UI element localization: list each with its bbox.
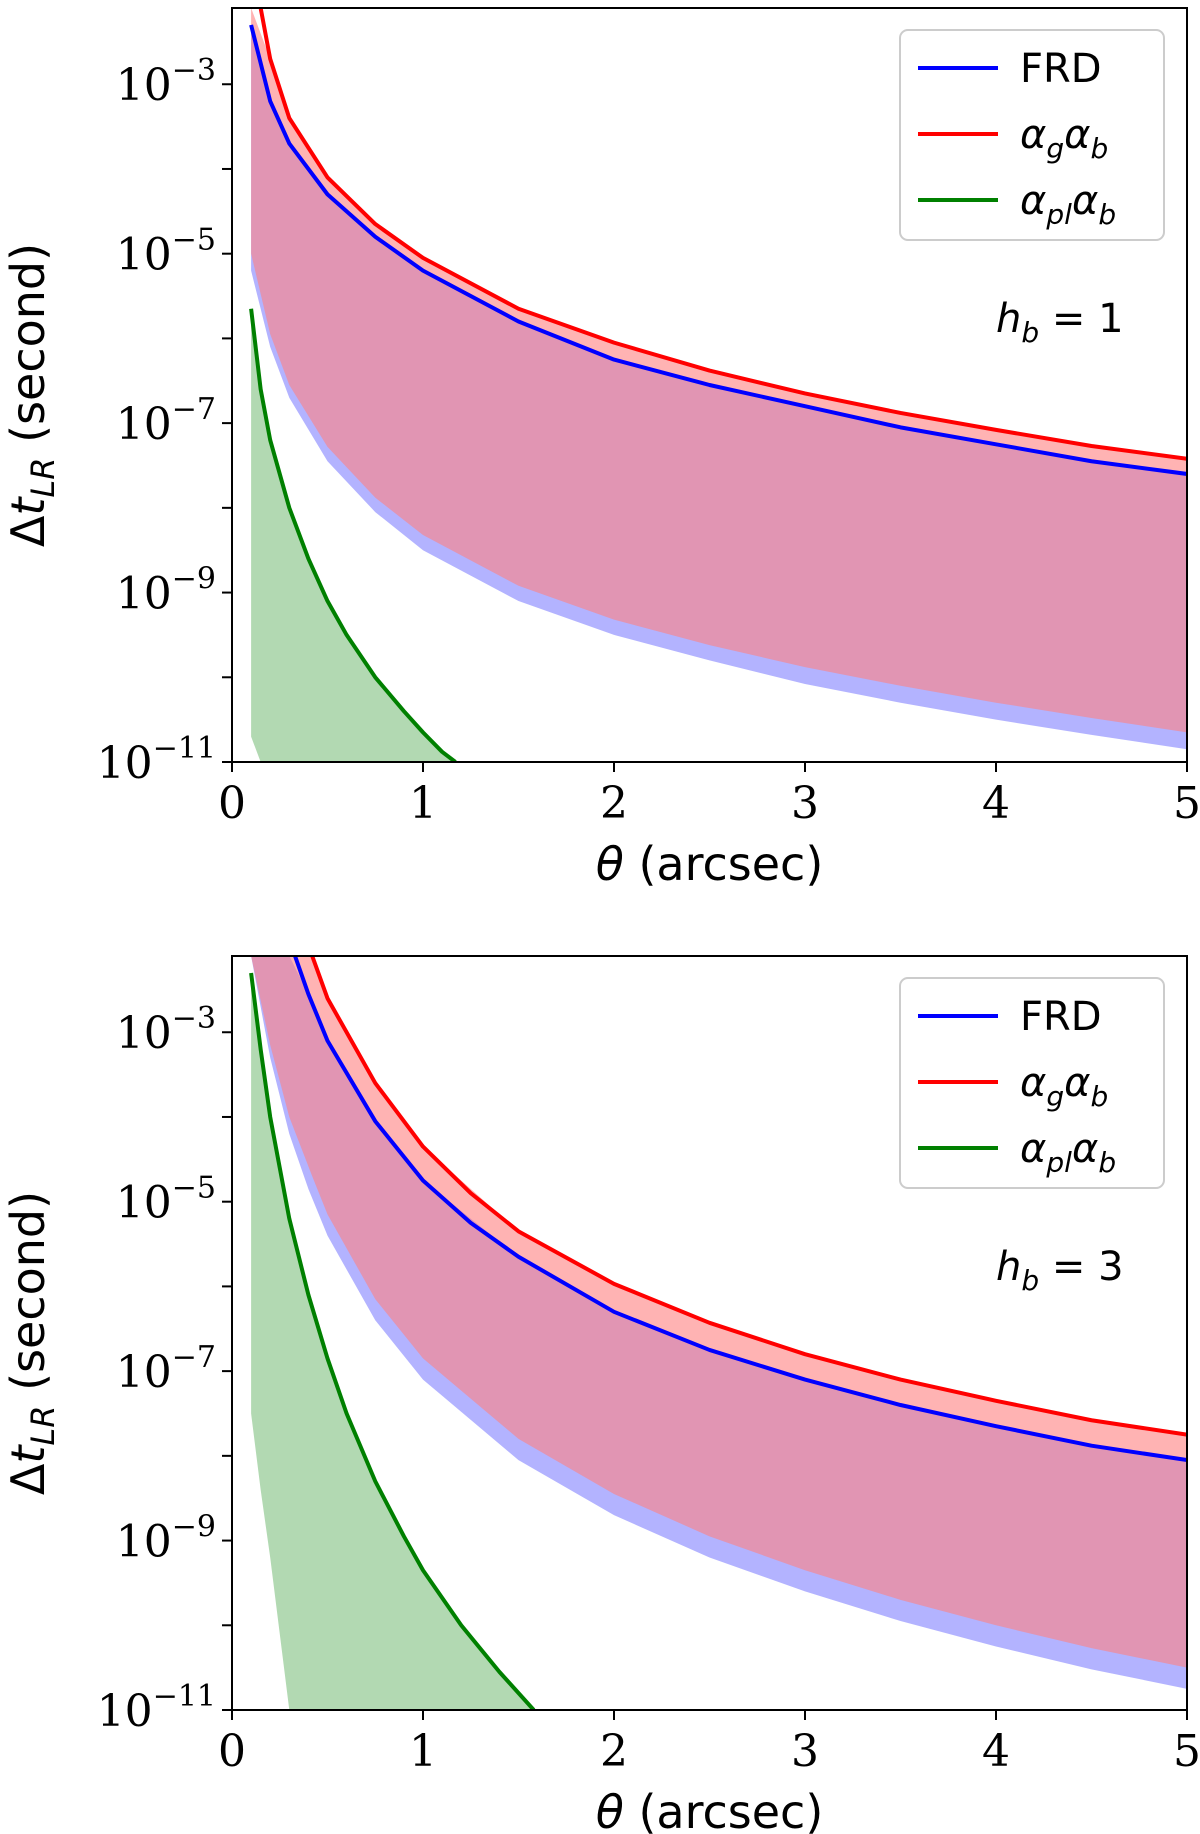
y-tick-label: 10−9 — [116, 1510, 216, 1568]
y-tick-label: 10−3 — [116, 53, 216, 111]
legend-label-plb: αplαb — [1020, 178, 1116, 231]
chart-panel-1: 0 1 2 3 4 5 10−3 10−5 10−7 10−9 10−11 θ (arcsec) ΔtL… — [1, 7, 1200, 891]
axes-frame — [231, 7, 1188, 763]
x-tick-label: 2 — [600, 1726, 628, 1777]
band-3 — [251, 972, 534, 1710]
legend-box — [899, 977, 1165, 1189]
axes-frame — [231, 955, 1188, 1711]
x-tick-label: 2 — [600, 778, 628, 829]
series-line-2 — [310, 956, 1187, 1437]
y-tick-label: 10−9 — [116, 562, 216, 620]
series-line-1 — [293, 956, 1187, 1463]
annotation: hb = 3 — [996, 1244, 1124, 1297]
x-tick-label: 3 — [791, 778, 819, 829]
chart-panel-2: 0 1 2 3 4 5 10−3 10−5 10−7 10−9 10−11 θ (arcsec) ΔtL… — [1, 955, 1200, 1834]
series-line-3 — [249, 308, 457, 762]
x-axis-title: θ (arcsec) — [596, 837, 824, 891]
legend: FRD αgαb αplαb — [899, 977, 1165, 1189]
y-tick-label: 10−7 — [116, 392, 216, 450]
y-tick-label: 10−11 — [97, 1679, 216, 1737]
legend-label-gb: αgαb — [1020, 1060, 1108, 1113]
x-tick-label: 0 — [218, 778, 246, 829]
y-tick-label: 10−11 — [97, 731, 216, 789]
x-tick-label: 0 — [218, 1726, 246, 1777]
y-tick-label: 10−5 — [116, 223, 216, 281]
series-line-2 — [258, 8, 1187, 461]
y-tick-label: 10−7 — [116, 1340, 216, 1398]
y-axis-title: ΔtLR (second) — [1, 1191, 62, 1495]
x-tick-label: 5 — [1173, 1726, 1200, 1777]
y-axis-title: ΔtLR (second) — [1, 243, 62, 547]
plot-area — [249, 8, 1187, 762]
y-tick-label: 10−5 — [116, 1171, 216, 1229]
x-tick-label: 5 — [1173, 778, 1200, 829]
annotation: hb = 1 — [996, 296, 1124, 349]
legend-box — [899, 29, 1165, 241]
series-line-1 — [249, 24, 1187, 476]
x-tick-label: 1 — [409, 778, 437, 829]
legend: FRD αgαb αplαb — [899, 29, 1165, 241]
series-line-3 — [249, 972, 536, 1710]
band-2 — [251, 8, 1187, 733]
x-tick-label: 1 — [409, 1726, 437, 1777]
x-tick-label: 4 — [982, 778, 1010, 829]
legend-label-frd: FRD — [1020, 46, 1102, 92]
band-3 — [251, 308, 456, 762]
x-tick-label: 3 — [791, 1726, 819, 1777]
legend-label-plb: αplαb — [1020, 1126, 1116, 1179]
legend-label-gb: αgαb — [1020, 112, 1108, 165]
band-2 — [251, 956, 1187, 1668]
y-tick-label: 10−3 — [116, 1001, 216, 1059]
x-tick-label: 4 — [982, 1726, 1010, 1777]
plot-area — [249, 956, 1187, 1710]
x-axis-title: θ (arcsec) — [596, 1785, 824, 1834]
legend-label-frd: FRD — [1020, 994, 1102, 1040]
